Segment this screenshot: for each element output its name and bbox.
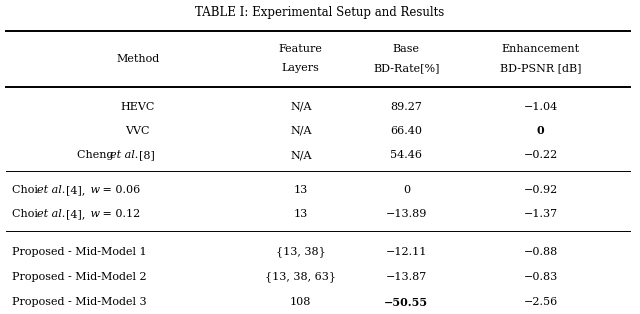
Text: 0: 0 xyxy=(537,125,545,137)
Text: Feature: Feature xyxy=(279,44,323,54)
Text: et al.: et al. xyxy=(37,185,65,195)
Text: VVC: VVC xyxy=(125,126,150,136)
Text: 89.27: 89.27 xyxy=(390,102,422,112)
Text: Choi: Choi xyxy=(12,209,41,219)
Text: w: w xyxy=(87,185,100,195)
Text: {13, 38}: {13, 38} xyxy=(276,246,326,257)
Text: −0.22: −0.22 xyxy=(524,150,558,160)
Text: Proposed - Mid-Model 1: Proposed - Mid-Model 1 xyxy=(12,247,146,257)
Text: = 0.12: = 0.12 xyxy=(99,209,140,219)
Text: −0.92: −0.92 xyxy=(524,185,558,195)
Text: Cheng: Cheng xyxy=(77,150,116,160)
Text: −1.37: −1.37 xyxy=(524,209,558,219)
Text: −12.11: −12.11 xyxy=(386,247,427,257)
Text: HEVC: HEVC xyxy=(120,102,155,112)
Text: −13.87: −13.87 xyxy=(386,272,427,282)
Text: −1.04: −1.04 xyxy=(524,102,558,112)
Text: 108: 108 xyxy=(290,297,312,307)
Text: −50.55: −50.55 xyxy=(385,296,428,308)
Text: 13: 13 xyxy=(294,209,308,219)
Text: [4],: [4], xyxy=(66,185,85,195)
Text: [4],: [4], xyxy=(66,209,85,219)
Text: 54.46: 54.46 xyxy=(390,150,422,160)
Text: Base: Base xyxy=(393,44,420,54)
Text: BD-Rate[%]: BD-Rate[%] xyxy=(373,63,440,73)
Text: −13.89: −13.89 xyxy=(386,209,427,219)
Text: Method: Method xyxy=(116,54,159,64)
Text: et al.: et al. xyxy=(110,150,138,160)
Text: Proposed - Mid-Model 3: Proposed - Mid-Model 3 xyxy=(12,297,146,307)
Text: Enhancement: Enhancement xyxy=(502,44,580,54)
Text: −2.56: −2.56 xyxy=(524,297,558,307)
Text: {13, 38, 63}: {13, 38, 63} xyxy=(266,272,336,282)
Text: −0.83: −0.83 xyxy=(524,272,558,282)
Text: BD-PSNR [dB]: BD-PSNR [dB] xyxy=(500,63,582,73)
Text: −0.88: −0.88 xyxy=(524,247,558,257)
Text: Layers: Layers xyxy=(282,63,320,73)
Text: w: w xyxy=(87,209,100,219)
Text: et al.: et al. xyxy=(37,209,65,219)
Text: 0: 0 xyxy=(403,185,410,195)
Text: 13: 13 xyxy=(294,185,308,195)
Text: Proposed - Mid-Model 2: Proposed - Mid-Model 2 xyxy=(12,272,146,282)
Text: Choi: Choi xyxy=(12,185,41,195)
Text: 66.40: 66.40 xyxy=(390,126,422,136)
Text: N/A: N/A xyxy=(290,126,312,136)
Text: TABLE I: Experimental Setup and Results: TABLE I: Experimental Setup and Results xyxy=(195,6,445,19)
Text: N/A: N/A xyxy=(290,102,312,112)
Text: N/A: N/A xyxy=(290,150,312,160)
Text: = 0.06: = 0.06 xyxy=(99,185,140,195)
Text: [8]: [8] xyxy=(139,150,155,160)
